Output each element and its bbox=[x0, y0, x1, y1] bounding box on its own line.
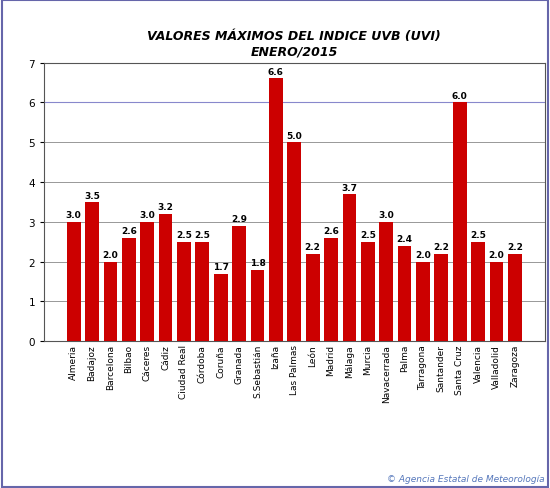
Text: 2.5: 2.5 bbox=[176, 231, 192, 240]
Text: 2.0: 2.0 bbox=[415, 251, 431, 260]
Bar bbox=[232, 226, 246, 342]
Bar bbox=[490, 262, 503, 342]
Bar bbox=[85, 203, 99, 342]
Text: 3.2: 3.2 bbox=[158, 203, 173, 212]
Text: 1.7: 1.7 bbox=[213, 263, 229, 272]
Bar bbox=[361, 242, 375, 342]
Text: 2.6: 2.6 bbox=[121, 227, 137, 236]
Bar bbox=[67, 223, 80, 342]
Text: 2.5: 2.5 bbox=[194, 231, 210, 240]
Bar bbox=[251, 270, 265, 342]
Text: 3.0: 3.0 bbox=[139, 211, 155, 220]
Text: 2.4: 2.4 bbox=[397, 235, 412, 244]
Text: 2.2: 2.2 bbox=[507, 243, 523, 252]
Bar bbox=[122, 238, 136, 342]
Bar bbox=[398, 246, 411, 342]
Title: VALORES MÁXIMOS DEL INDICE UVB (UVI)
ENERO/2015: VALORES MÁXIMOS DEL INDICE UVB (UVI) ENE… bbox=[147, 30, 441, 58]
Text: 2.5: 2.5 bbox=[360, 231, 376, 240]
Text: 3.5: 3.5 bbox=[84, 191, 100, 200]
Bar bbox=[140, 223, 154, 342]
Bar bbox=[434, 254, 448, 342]
Bar bbox=[269, 80, 283, 342]
Text: 2.2: 2.2 bbox=[433, 243, 449, 252]
Bar bbox=[103, 262, 117, 342]
Bar bbox=[195, 242, 209, 342]
Text: 2.0: 2.0 bbox=[102, 251, 118, 260]
Text: 6.0: 6.0 bbox=[452, 92, 468, 101]
Text: 6.6: 6.6 bbox=[268, 68, 284, 77]
Text: 2.2: 2.2 bbox=[305, 243, 321, 252]
Bar bbox=[343, 195, 356, 342]
Bar bbox=[306, 254, 320, 342]
Text: 5.0: 5.0 bbox=[287, 132, 302, 141]
Bar bbox=[453, 103, 466, 342]
Bar bbox=[471, 242, 485, 342]
Text: 3.7: 3.7 bbox=[342, 183, 358, 192]
Text: 3.0: 3.0 bbox=[66, 211, 81, 220]
Bar bbox=[287, 143, 301, 342]
Text: 2.0: 2.0 bbox=[488, 251, 504, 260]
Bar bbox=[324, 238, 338, 342]
Bar bbox=[416, 262, 430, 342]
Bar bbox=[158, 214, 173, 342]
Text: 1.8: 1.8 bbox=[250, 259, 266, 268]
Text: 2.5: 2.5 bbox=[470, 231, 486, 240]
Bar bbox=[508, 254, 522, 342]
Bar bbox=[177, 242, 191, 342]
Bar bbox=[379, 223, 393, 342]
Bar bbox=[214, 274, 228, 342]
Text: 2.9: 2.9 bbox=[231, 215, 247, 224]
Text: © Agencia Estatal de Meteorología: © Agencia Estatal de Meteorología bbox=[387, 474, 544, 483]
Text: 2.6: 2.6 bbox=[323, 227, 339, 236]
Text: 3.0: 3.0 bbox=[378, 211, 394, 220]
